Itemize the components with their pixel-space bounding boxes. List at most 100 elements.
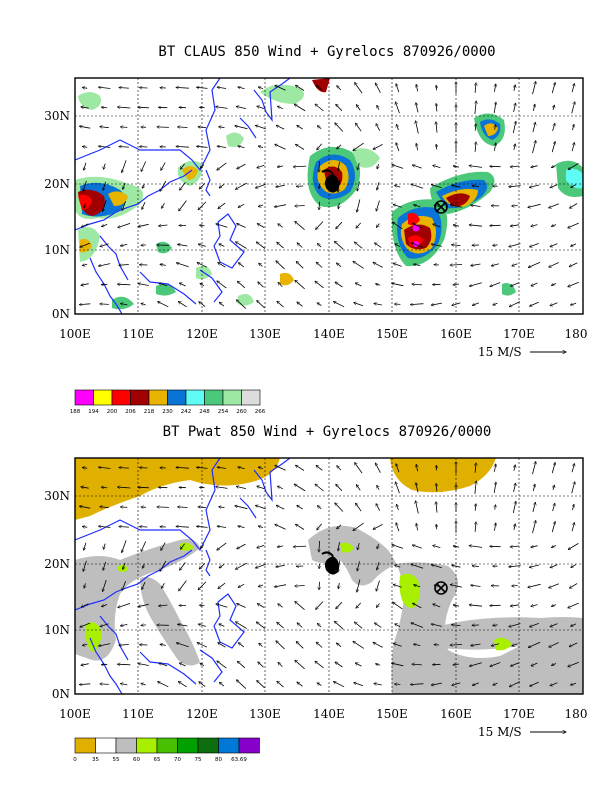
wind-vector xyxy=(356,485,361,491)
colorbar-swatch xyxy=(111,389,131,406)
wind-vector xyxy=(395,565,401,567)
wind-vector xyxy=(533,104,535,111)
wind-vector xyxy=(257,224,265,228)
wind-vector xyxy=(297,243,303,248)
wind-vector xyxy=(416,143,418,151)
wind-vector xyxy=(396,504,398,511)
wind-vector xyxy=(453,605,459,606)
wind-vector xyxy=(551,166,557,168)
wind-vector xyxy=(236,680,247,689)
wind-vector xyxy=(295,280,305,290)
colorbar-swatch xyxy=(95,737,117,754)
wind-vector xyxy=(510,546,520,547)
wind-vector xyxy=(276,505,285,510)
wind-vector xyxy=(551,142,555,153)
wind-vector xyxy=(471,263,481,266)
wind-vector xyxy=(530,243,539,247)
wind-vector xyxy=(530,301,539,306)
wind-vector xyxy=(509,186,521,187)
wind-vector xyxy=(392,283,404,287)
wind-vector xyxy=(257,164,265,168)
wind-vector xyxy=(551,522,555,533)
wind-vector xyxy=(376,284,381,286)
colorbar-tick-label: 75 xyxy=(195,757,202,763)
wind-vector xyxy=(103,561,107,571)
wind-vector xyxy=(395,102,400,114)
colorbar-swatch xyxy=(136,737,158,754)
wind-vector xyxy=(84,542,87,551)
wind-vector xyxy=(377,105,379,110)
wind-vector xyxy=(100,623,109,627)
wind-vector xyxy=(452,245,461,246)
wind-vector xyxy=(319,540,320,552)
wind-vector xyxy=(277,546,284,547)
x-tick-label: 140E xyxy=(313,707,345,721)
wind-vector xyxy=(392,663,404,667)
wind-vector xyxy=(159,283,168,287)
wind-vector xyxy=(180,543,185,550)
wind-vector xyxy=(469,662,482,667)
wind-vector xyxy=(571,464,574,473)
wind-vector xyxy=(276,261,285,270)
wind-vector xyxy=(198,201,207,210)
wind-vector xyxy=(219,127,225,128)
colorbar-tick-label: 65 xyxy=(154,757,161,763)
wind-vector xyxy=(553,105,554,111)
wind-vector xyxy=(295,144,305,150)
wind-vector xyxy=(255,125,266,130)
wind-vector xyxy=(395,482,400,494)
colorbar-tick-label: 194 xyxy=(88,409,99,415)
wind-vector xyxy=(276,125,285,130)
wind-vector xyxy=(277,106,284,110)
wind-vector xyxy=(275,144,286,150)
wind-vector xyxy=(101,487,108,488)
wind-vector xyxy=(416,483,419,493)
wind-vector xyxy=(532,82,536,95)
wind-vector xyxy=(315,661,324,669)
wind-vector xyxy=(475,504,476,511)
wind-vector xyxy=(512,264,518,266)
wind-vector xyxy=(571,564,577,568)
wind-vector xyxy=(436,104,437,112)
wind-vector xyxy=(356,105,361,111)
colorbar-tick-label: 242 xyxy=(181,409,192,415)
wind-vector xyxy=(258,205,264,207)
wind-vector xyxy=(528,261,541,267)
wind-vector xyxy=(120,624,128,626)
x-tick-label: 160E xyxy=(440,707,472,721)
wind-vector xyxy=(431,244,442,247)
wind-vector xyxy=(571,523,574,532)
wind-vector xyxy=(238,526,245,528)
wind-vector xyxy=(316,601,324,610)
wind-vector xyxy=(510,605,520,606)
wind-vector xyxy=(338,542,340,551)
top-cloud-shading xyxy=(75,78,583,310)
wind-vector xyxy=(569,262,578,267)
wind-vector xyxy=(217,467,227,468)
wind-vector xyxy=(472,302,479,306)
wind-vector xyxy=(317,143,323,150)
colorbar-tick-label: 200 xyxy=(107,409,118,415)
wind-vector xyxy=(159,225,168,226)
wind-vector xyxy=(530,681,539,686)
wind-vector xyxy=(258,87,264,89)
wind-vector xyxy=(336,643,342,648)
wind-vector xyxy=(433,224,441,228)
wind-vector xyxy=(257,544,265,548)
wind-vector xyxy=(295,221,305,231)
wind-vector xyxy=(411,564,424,569)
wind-vector xyxy=(569,203,578,209)
wind-vector xyxy=(180,163,185,170)
wind-vector xyxy=(354,622,363,629)
wind-vector xyxy=(377,485,379,490)
wind-vector xyxy=(138,487,149,488)
wind-vector xyxy=(431,624,442,627)
wind-vector xyxy=(82,146,88,147)
top-gyre-circled-x-icon xyxy=(434,200,448,214)
wind-vector xyxy=(197,526,208,527)
wind-vector xyxy=(158,302,169,308)
wind-vector xyxy=(472,682,479,686)
wind-vector xyxy=(278,662,283,667)
wind-vector xyxy=(197,643,208,648)
wind-vector xyxy=(392,165,404,169)
